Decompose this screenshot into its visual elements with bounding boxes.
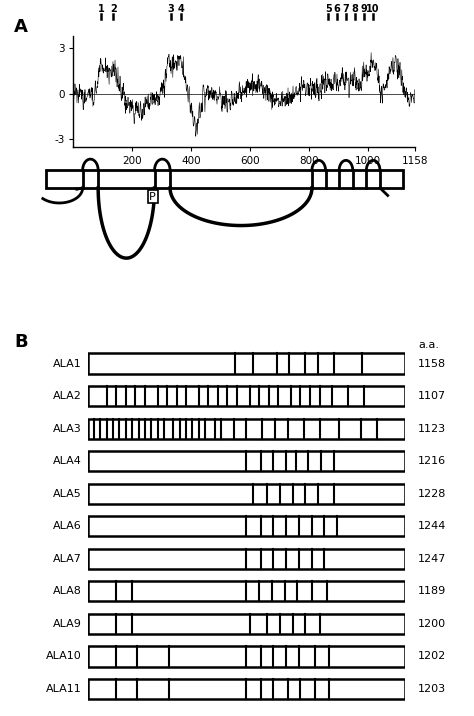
Bar	[88, 581, 405, 601]
Bar	[88, 483, 405, 504]
Text: A: A	[14, 18, 28, 36]
Text: ALA11: ALA11	[46, 684, 82, 694]
Text: 1244: 1244	[418, 521, 447, 531]
Text: ALA1: ALA1	[53, 359, 82, 369]
Text: B: B	[14, 333, 28, 351]
Text: ALA6: ALA6	[53, 521, 82, 531]
Text: ALA9: ALA9	[53, 619, 82, 629]
Bar	[88, 451, 405, 471]
Bar	[88, 386, 405, 406]
Text: ALA8: ALA8	[53, 586, 82, 596]
Text: 4: 4	[178, 4, 184, 14]
Bar	[88, 419, 405, 439]
Text: ALA5: ALA5	[53, 489, 82, 499]
Text: 1158: 1158	[418, 359, 446, 369]
Text: 1203: 1203	[418, 684, 446, 694]
Text: 1189: 1189	[418, 586, 446, 596]
Bar	[88, 548, 405, 569]
Bar	[88, 354, 405, 374]
Text: 1202: 1202	[418, 652, 446, 662]
Text: a.a.: a.a.	[419, 340, 439, 350]
Text: 1107: 1107	[418, 391, 446, 401]
Text: 9: 9	[360, 4, 367, 14]
Bar	[88, 614, 405, 634]
Text: 3: 3	[167, 4, 174, 14]
Text: 1123: 1123	[418, 424, 446, 434]
Text: 1200: 1200	[418, 619, 446, 629]
Text: ALA10: ALA10	[46, 652, 82, 662]
Text: 1216: 1216	[418, 456, 446, 466]
Bar	[88, 647, 405, 667]
Text: 1247: 1247	[418, 553, 447, 563]
Bar	[88, 516, 405, 536]
Text: 10: 10	[366, 4, 379, 14]
Text: 6: 6	[334, 4, 341, 14]
Text: ALA4: ALA4	[53, 456, 82, 466]
Text: 5: 5	[325, 4, 332, 14]
X-axis label: amino acid number: amino acid number	[190, 168, 299, 178]
Text: 8: 8	[352, 4, 358, 14]
Bar	[88, 679, 405, 699]
Text: ALA7: ALA7	[53, 553, 82, 563]
Text: ALA2: ALA2	[53, 391, 82, 401]
Text: 1228: 1228	[418, 489, 447, 499]
Text: P: P	[149, 192, 156, 202]
Text: 7: 7	[343, 4, 349, 14]
Text: 1: 1	[98, 4, 105, 14]
Bar	[46, 170, 403, 188]
Text: 2: 2	[110, 4, 117, 14]
Text: ALA3: ALA3	[53, 424, 82, 434]
